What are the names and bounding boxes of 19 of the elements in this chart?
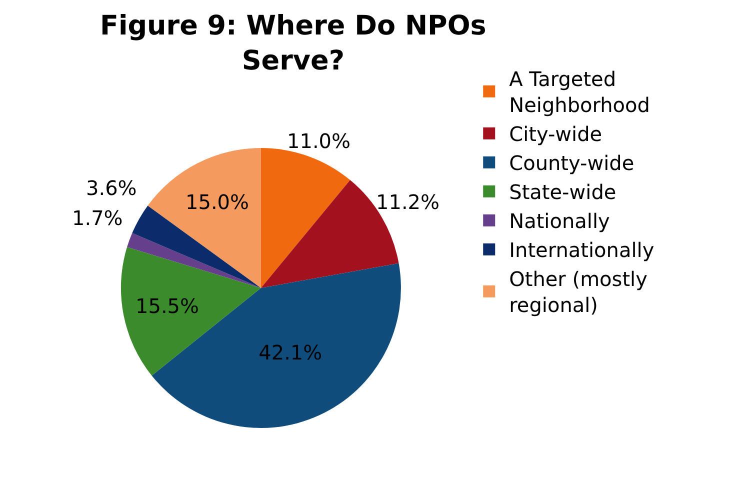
data-label: 15.0% — [185, 190, 250, 214]
pie-slice — [148, 148, 261, 288]
pie-slice — [121, 247, 261, 376]
legend-label: Internationally — [509, 238, 654, 262]
data-label: 3.6% — [86, 176, 137, 200]
legend-label: A Targeted Neighborhood — [509, 67, 650, 118]
legend-label: Nationally — [509, 209, 610, 234]
legend-label: City-wide — [509, 122, 602, 146]
chart-title: Figure 9: Where Do NPOs Serve? — [100, 10, 486, 76]
pie-slice — [260, 148, 350, 288]
legend-label: State-wide — [509, 180, 616, 204]
data-label: 11.2% — [376, 190, 440, 214]
legend-label: County-wide — [509, 151, 634, 176]
pie-slice — [127, 233, 261, 288]
data-label: 1.7% — [72, 206, 123, 230]
data-label: 11.0% — [287, 129, 351, 153]
legend-label: Other (mostly regional) — [509, 267, 648, 318]
data-label: 42.1% — [258, 340, 322, 365]
data-label: 15.5% — [135, 294, 200, 318]
